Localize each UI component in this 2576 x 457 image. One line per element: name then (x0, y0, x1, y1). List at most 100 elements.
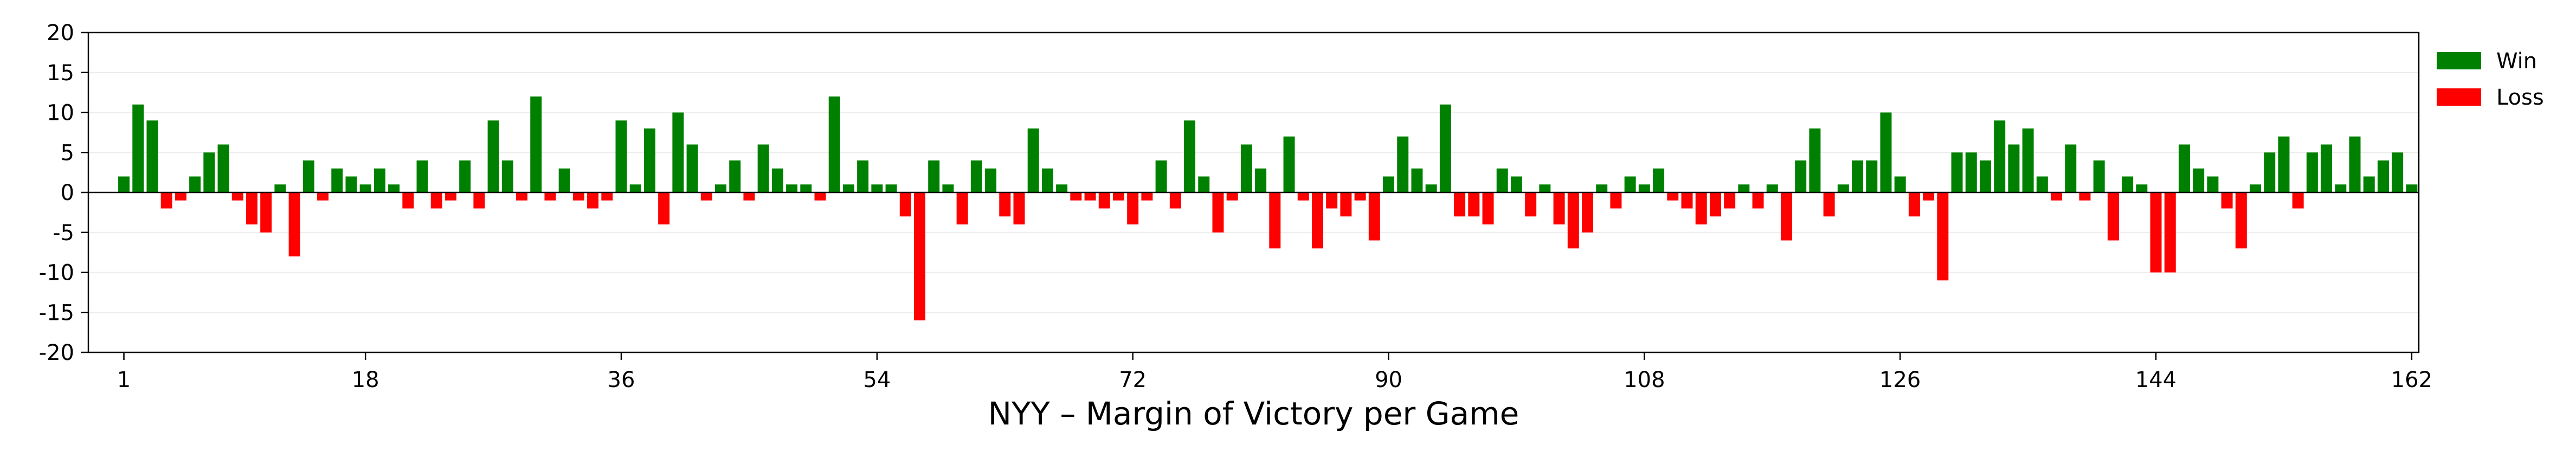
x-tick-label: 36 (608, 368, 635, 392)
legend-swatch-win (2437, 52, 2481, 69)
bar-win (1596, 184, 1608, 192)
x-tick-label: 54 (863, 368, 891, 392)
legend-label-loss: Loss (2496, 85, 2544, 110)
bar-loss (658, 192, 670, 224)
bar-loss (956, 192, 968, 224)
bar-loss (1937, 192, 1949, 281)
bar-win (1411, 168, 1423, 192)
bar-loss (1226, 192, 1238, 201)
bar-win (2335, 184, 2347, 192)
bar-loss (1567, 192, 1579, 249)
bar-win (2207, 176, 2219, 192)
bar-win (1994, 120, 2006, 192)
bar-win (715, 184, 726, 192)
bar-win (132, 104, 144, 192)
bar-win (274, 184, 286, 192)
bar-loss (1724, 192, 1736, 209)
bar-layer (118, 96, 2418, 320)
bar-loss (1269, 192, 1281, 249)
bar-win (1496, 168, 1508, 192)
bar-win (1894, 176, 1906, 192)
bar-win (1638, 184, 1650, 192)
bar-win (2363, 176, 2375, 192)
bar-win (1425, 184, 1437, 192)
bar-loss (1098, 192, 1110, 209)
bar-loss (1340, 192, 1352, 217)
bar-loss (175, 192, 186, 201)
bar-loss (2150, 192, 2162, 273)
y-tick-label: -15 (39, 300, 74, 325)
bar-win (1198, 176, 1210, 192)
bar-win (857, 160, 869, 192)
y-tick-label: 20 (47, 21, 74, 46)
bar-win (786, 184, 798, 192)
bar-win (1624, 176, 1636, 192)
bar-loss (1454, 192, 1466, 217)
bar-loss (587, 192, 599, 209)
bar-win (203, 152, 215, 192)
bar-win (1965, 152, 1977, 192)
bar-win (1738, 184, 1750, 192)
bar-win (2349, 136, 2361, 192)
bar-win (1510, 176, 1522, 192)
bar-win (686, 144, 698, 192)
bar-win (1866, 160, 1878, 192)
bar-loss (899, 192, 911, 217)
y-tick-label: 10 (47, 101, 74, 126)
bar-loss (445, 192, 456, 201)
bar-win (1027, 128, 1039, 192)
bar-win (729, 160, 741, 192)
bar-win (985, 168, 997, 192)
bar-win (1539, 184, 1551, 192)
bar-win (828, 96, 840, 192)
bar-loss (913, 192, 925, 320)
bar-loss (246, 192, 257, 224)
bar-win (1653, 168, 1665, 192)
bar-win (373, 168, 385, 192)
bar-loss (317, 192, 329, 201)
bar-win (146, 120, 158, 192)
bar-loss (1752, 192, 1764, 209)
bar-win (331, 168, 343, 192)
bar-loss (1368, 192, 1380, 241)
bar-loss (700, 192, 712, 201)
bar-win (2178, 144, 2190, 192)
bar-loss (1582, 192, 1594, 233)
bar-win (2250, 184, 2262, 192)
bar-win (1852, 160, 1864, 192)
y-tick-label: -10 (39, 261, 74, 286)
bar-win (217, 144, 229, 192)
bar-loss (231, 192, 243, 201)
bar-win (1056, 184, 1068, 192)
bar-win (871, 184, 883, 192)
bar-win (2036, 176, 2048, 192)
bar-win (1980, 160, 1991, 192)
bar-win (501, 160, 513, 192)
bar-win (2065, 144, 2077, 192)
bar-loss (2221, 192, 2233, 209)
bar-loss (1908, 192, 1920, 217)
bar-win (842, 184, 854, 192)
bar-win (1283, 136, 1295, 192)
bar-win (1383, 176, 1395, 192)
bar-loss (1013, 192, 1025, 224)
bar-win (2122, 176, 2134, 192)
bar-win (1184, 120, 1196, 192)
bar-loss (2164, 192, 2176, 273)
bar-loss (1781, 192, 1792, 241)
bar-loss (1212, 192, 1224, 233)
bar-win (928, 160, 940, 192)
bar-win (1255, 168, 1267, 192)
bar-loss (999, 192, 1011, 217)
bar-win (1951, 152, 1963, 192)
bar-loss (1695, 192, 1707, 224)
bar-win (487, 120, 499, 192)
bar-win (771, 168, 783, 192)
bar-loss (1354, 192, 1366, 201)
bar-win (2008, 144, 2020, 192)
x-tick-label: 108 (1624, 368, 1665, 392)
bar-win (672, 112, 684, 192)
bar-loss (402, 192, 414, 209)
bar-loss (814, 192, 826, 201)
